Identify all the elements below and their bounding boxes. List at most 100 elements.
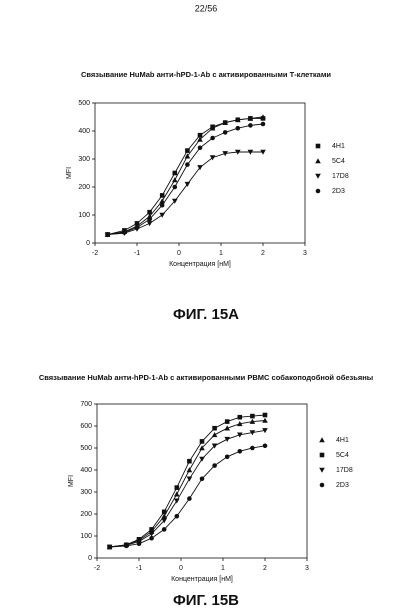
- marker: [235, 125, 241, 131]
- x-tick-label: 1: [221, 565, 225, 572]
- marker: [159, 198, 165, 204]
- chart-title: Связывание HuMab анти-hPD-1-Ab с активир…: [81, 70, 331, 79]
- legend-marker: [315, 188, 321, 194]
- marker: [161, 527, 167, 532]
- legend-label: 4H1: [332, 143, 345, 150]
- marker: [235, 149, 241, 155]
- legend-label: 2D3: [332, 188, 345, 195]
- legend-marker: [319, 467, 325, 473]
- y-tick-label: 200: [78, 184, 90, 191]
- legend-marker: [319, 452, 325, 458]
- marker: [199, 445, 205, 451]
- marker: [197, 132, 203, 138]
- marker: [249, 418, 256, 424]
- marker: [187, 496, 192, 501]
- marker: [211, 432, 218, 438]
- marker: [260, 149, 266, 155]
- marker: [184, 181, 191, 187]
- marker: [161, 518, 167, 524]
- x-tick-label: -1: [136, 565, 142, 572]
- chart-title: Связывание HuMab анти-hPD-1-Ab с активир…: [39, 373, 373, 382]
- marker: [197, 165, 203, 171]
- x-axis-label: Концентрация [нМ]: [169, 261, 231, 268]
- marker: [185, 148, 190, 153]
- marker: [222, 130, 228, 135]
- legend-label: 4H1: [336, 437, 349, 444]
- x-tick-label: 2: [263, 565, 267, 572]
- marker: [260, 121, 266, 127]
- legend-label: 17D8: [336, 467, 353, 474]
- marker: [224, 454, 230, 460]
- y-tick-label: 400: [78, 128, 90, 135]
- marker: [262, 417, 268, 423]
- marker: [187, 458, 192, 464]
- marker: [237, 432, 243, 438]
- marker: [136, 541, 142, 546]
- marker: [174, 491, 180, 497]
- y-axis-label: MFI: [66, 167, 73, 179]
- marker: [212, 425, 217, 431]
- marker: [224, 419, 230, 424]
- marker: [222, 151, 228, 157]
- marker: [262, 443, 268, 449]
- marker: [209, 125, 216, 131]
- x-tick-label: 3: [305, 565, 309, 572]
- y-tick-label: 700: [80, 401, 92, 408]
- x-tick-label: -2: [92, 250, 98, 257]
- marker: [107, 544, 112, 550]
- marker: [186, 476, 193, 482]
- legend-marker: [315, 143, 321, 149]
- fit-curve: [107, 117, 263, 236]
- marker: [149, 535, 154, 541]
- marker: [197, 145, 203, 151]
- x-tick-label: -1: [134, 250, 140, 257]
- marker: [174, 498, 180, 504]
- marker: [122, 230, 127, 235]
- y-tick-label: 100: [78, 212, 90, 219]
- marker: [235, 117, 241, 123]
- figure-caption: ФИГ. 15B: [173, 592, 239, 609]
- legend-label: 5C4: [332, 158, 345, 165]
- y-tick-label: 500: [80, 445, 92, 452]
- x-tick-label: 0: [179, 565, 183, 572]
- marker: [237, 414, 243, 420]
- marker: [149, 527, 154, 532]
- marker: [224, 425, 230, 431]
- x-tick-label: 3: [303, 250, 307, 257]
- marker: [159, 212, 165, 218]
- fit-curve: [109, 420, 266, 548]
- x-tick-label: 0: [177, 250, 181, 257]
- marker: [159, 193, 165, 198]
- x-axis-label: Концентрация [нМ]: [171, 576, 233, 583]
- y-tick-label: 200: [80, 511, 92, 518]
- marker: [250, 413, 255, 419]
- y-tick-label: 300: [80, 489, 92, 496]
- marker: [105, 232, 110, 237]
- figure-caption: ФИГ. 15A: [173, 306, 239, 323]
- fit-curve: [107, 116, 264, 236]
- marker: [224, 436, 230, 442]
- y-tick-label: 0: [86, 240, 90, 247]
- marker: [199, 456, 205, 462]
- marker: [147, 216, 152, 222]
- y-tick-label: 600: [80, 423, 92, 430]
- legend-marker: [315, 173, 321, 179]
- marker: [147, 209, 152, 215]
- y-tick-label: 0: [88, 555, 92, 562]
- marker: [199, 476, 205, 482]
- marker: [159, 202, 165, 208]
- x-tick-label: 2: [261, 250, 265, 257]
- marker: [247, 115, 254, 121]
- marker: [210, 135, 215, 141]
- marker: [211, 443, 218, 449]
- marker: [172, 177, 178, 183]
- marker: [212, 463, 217, 468]
- marker: [250, 445, 255, 451]
- marker: [247, 149, 254, 155]
- marker: [248, 123, 253, 128]
- marker: [262, 412, 268, 418]
- legend-label: 5C4: [336, 452, 349, 459]
- marker: [185, 162, 190, 167]
- plot-frame: [96, 403, 308, 559]
